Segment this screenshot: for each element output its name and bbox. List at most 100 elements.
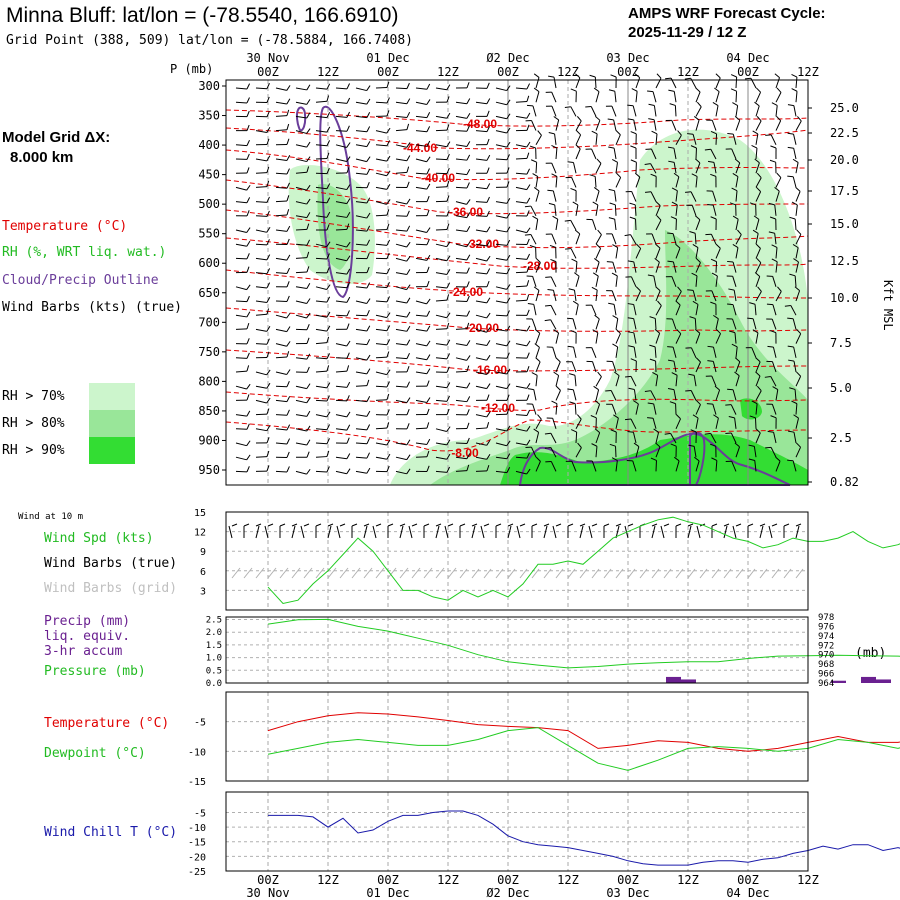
wind-barb (355, 225, 371, 232)
wind-barb-shaft (295, 158, 307, 163)
wind-barb-shaft (395, 399, 407, 404)
grid-barb-shaft (459, 568, 468, 579)
wind-barb (671, 201, 678, 216)
grid-barb-shaft (795, 568, 804, 579)
wind-barb-flag (286, 312, 291, 319)
wind-barb (710, 173, 717, 188)
wind-barb-flag (669, 401, 676, 405)
grid-barb-shaft (531, 568, 540, 579)
wind-barb-shaft (775, 291, 782, 302)
wind-barbs-field (235, 73, 802, 475)
wind-barb-flag (747, 317, 754, 320)
wind-barb (791, 73, 798, 89)
wind-barb (525, 446, 537, 458)
wind-barb-shaft (455, 257, 467, 261)
wind-barb (435, 153, 450, 161)
wind-barb-shaft (495, 428, 507, 432)
wind-barb (435, 112, 451, 119)
wind-barb-flag (286, 380, 290, 387)
wind-barb-flag (568, 288, 575, 291)
wind-barb (627, 331, 637, 344)
wind-barb-flag (386, 381, 390, 388)
wind-barb-shaft (375, 371, 387, 376)
wind-barb (355, 156, 371, 163)
wind-barb-shaft (690, 191, 697, 202)
wind-barb-shaft (315, 399, 328, 402)
wind-barb-flag (713, 414, 719, 419)
wind-barb-shaft (571, 177, 577, 188)
wind-barb (575, 130, 582, 146)
grid-barb (663, 568, 672, 579)
wind-barb-flag (386, 110, 390, 117)
wind-barb (255, 297, 271, 304)
wind-barb (475, 98, 491, 105)
wind-barb (315, 197, 331, 204)
wind-barb-flag (346, 296, 351, 303)
wind-barb-shaft (395, 257, 407, 262)
wind-barb-shaft (730, 404, 737, 415)
wind-barb (765, 134, 777, 146)
wind-barb (395, 198, 411, 205)
wind-barb-flag (386, 296, 390, 303)
wind-barb-flag (676, 328, 682, 335)
wind-barb-flag (346, 167, 350, 174)
wind-barb-shaft (455, 115, 467, 119)
wind-barb-shaft (550, 447, 557, 458)
wind-barb-flag (346, 83, 351, 90)
wind-barb-flag (466, 98, 471, 104)
wind-barb (295, 410, 311, 417)
wind-barb (475, 369, 491, 375)
wind-barb-flag (246, 383, 251, 390)
wind-barb-shaft (255, 130, 267, 133)
wind-barb-flag (526, 409, 531, 416)
temp-panel-frame (225, 691, 809, 782)
wind-barb-flag (446, 395, 451, 402)
wind-barb (792, 158, 799, 174)
wind-barb-10m (435, 523, 442, 539)
wind-barb-flag (608, 146, 615, 149)
wind-barb-flag (366, 225, 371, 232)
wind-barb-shaft (455, 399, 467, 403)
wind-barb (435, 322, 450, 330)
wind-barb-flag (789, 387, 796, 390)
wind-barb-flag (486, 240, 491, 247)
wind-barb (524, 233, 537, 245)
wind-barb-flag (526, 253, 531, 260)
wind-barb (255, 239, 270, 246)
wind-barb-flag (366, 168, 371, 175)
wind-barb-flag (246, 240, 251, 247)
wind-barb (611, 457, 618, 472)
wind-barb-shaft (795, 333, 802, 344)
wind-barb (255, 382, 271, 389)
wind-barb-shaft (735, 91, 738, 103)
wind-barb-flag (526, 294, 530, 301)
wind-barb-shaft (794, 389, 797, 401)
grid-barb (519, 568, 528, 579)
wind-barb-10m (279, 523, 286, 538)
wind-barb (515, 394, 530, 401)
grid-barb-shaft (711, 568, 720, 579)
wind-barb-flag (506, 226, 511, 233)
wind-barb-flag (306, 112, 311, 119)
wind-barb (547, 289, 557, 302)
wind-barb-shaft (553, 77, 557, 89)
wind-barb-flag (426, 195, 430, 202)
wind-barb (771, 244, 778, 259)
wind-barb-flag (615, 328, 621, 334)
wind-barb-flag (553, 329, 559, 334)
wind-barb (375, 351, 390, 359)
wind-barb-flag (627, 118, 634, 121)
wind-barb-shaft (235, 243, 247, 247)
wind-barb-flag (689, 231, 696, 234)
wind-barb-flag (446, 223, 450, 230)
wind-barb-flag (756, 186, 761, 192)
wind-barb-flag (630, 131, 637, 135)
wind-barb (235, 383, 251, 390)
wind-barb-flag (537, 414, 542, 420)
wind-barb (275, 351, 290, 359)
wind-barb-flag (486, 98, 491, 104)
wind-barb-flag (486, 465, 490, 472)
wind-barb (395, 123, 410, 132)
wind-barb (704, 432, 717, 444)
